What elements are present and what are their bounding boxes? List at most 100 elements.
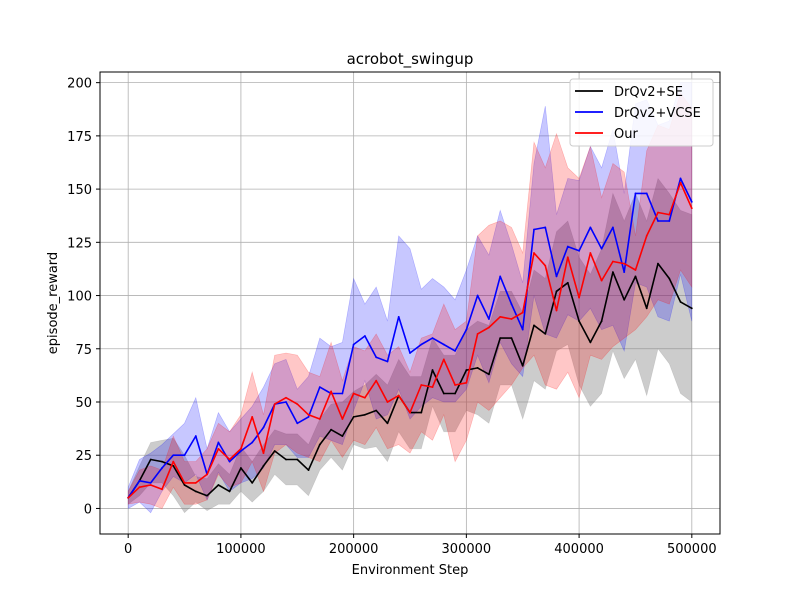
confidence-bands <box>127 82 693 514</box>
point-our <box>273 403 276 406</box>
point-drqv2-vcse <box>488 318 490 320</box>
legend-label-drqv2-vcse: DrQv2+VCSE <box>614 106 701 121</box>
point-drqv2-se <box>454 392 456 395</box>
point-drqv2-se <box>420 411 423 414</box>
point-our <box>600 279 603 282</box>
point-drqv2-vcse <box>251 441 254 444</box>
point-drqv2-vcse <box>183 454 186 457</box>
point-our <box>307 413 310 416</box>
point-our <box>172 460 175 463</box>
point-drqv2-se <box>318 443 321 446</box>
point-our <box>431 386 434 388</box>
point-drqv2-vcse <box>352 343 355 346</box>
point-drqv2-vcse <box>161 467 163 469</box>
point-our <box>296 403 299 406</box>
y-tick-label: 100 <box>67 290 92 305</box>
point-our <box>375 379 378 382</box>
point-drqv2-vcse <box>138 479 141 482</box>
point-drqv2-vcse <box>420 343 423 346</box>
point-drqv2-se <box>273 450 276 452</box>
point-our <box>240 447 242 450</box>
point-our <box>612 260 614 263</box>
point-our <box>690 207 693 210</box>
point-drqv2-vcse <box>454 350 456 352</box>
point-our <box>510 318 513 320</box>
y-tick-label: 0 <box>84 502 92 517</box>
point-drqv2-vcse <box>465 328 468 331</box>
point-drqv2-se <box>307 469 310 472</box>
point-our <box>566 256 569 259</box>
point-our <box>228 458 231 461</box>
point-drqv2-se <box>296 458 299 461</box>
point-drqv2-vcse <box>679 177 682 180</box>
point-our <box>251 416 254 418</box>
point-drqv2-se <box>623 298 626 301</box>
point-drqv2-se <box>600 320 603 322</box>
point-drqv2-se <box>566 281 569 284</box>
point-drqv2-se <box>183 484 186 486</box>
point-our <box>409 411 411 414</box>
point-drqv2-vcse <box>386 360 389 363</box>
point-drqv2-vcse <box>149 482 152 484</box>
series-lines <box>127 177 693 499</box>
point-drqv2-se <box>645 307 648 310</box>
point-drqv2-se <box>330 428 332 431</box>
y-tick-label: 150 <box>67 183 92 198</box>
point-drqv2-se <box>341 435 344 437</box>
point-our <box>149 484 152 486</box>
point-drqv2-vcse <box>476 294 479 297</box>
point-drqv2-se <box>352 416 355 418</box>
point-our <box>544 264 547 267</box>
point-drqv2-se <box>431 369 434 371</box>
point-drqv2-se <box>690 307 693 310</box>
point-drqv2-vcse <box>409 352 411 354</box>
point-drqv2-vcse <box>341 392 344 395</box>
point-drqv2-vcse <box>521 328 524 331</box>
point-our <box>589 252 592 254</box>
chart-title: acrobot_swingup <box>347 50 474 69</box>
point-drqv2-se <box>488 373 490 376</box>
point-drqv2-se <box>251 482 254 484</box>
point-drqv2-se <box>668 277 671 280</box>
point-our <box>420 384 423 386</box>
point-our <box>442 358 445 361</box>
point-drqv2-se <box>206 494 208 497</box>
point-drqv2-se <box>228 490 231 493</box>
legend-box <box>569 78 714 147</box>
point-drqv2-se <box>285 458 287 461</box>
point-drqv2-se <box>544 332 547 335</box>
point-our <box>488 326 490 329</box>
point-our <box>623 262 626 265</box>
point-drqv2-vcse <box>307 416 310 418</box>
point-drqv2-vcse <box>442 343 445 346</box>
legend: DrQv2+SE DrQv2+VCSE Our <box>569 78 714 147</box>
legend-label-our: Our <box>614 127 638 142</box>
point-our <box>352 392 355 395</box>
x-axis-label: Environment Step <box>352 563 469 578</box>
point-our <box>206 473 208 476</box>
point-our <box>364 396 366 399</box>
point-drqv2-vcse <box>555 275 558 278</box>
point-our <box>465 381 468 384</box>
x-tick-label: 400000 <box>554 542 604 557</box>
point-drqv2-vcse <box>668 220 671 222</box>
x-tick-label: 300000 <box>442 542 492 557</box>
point-drqv2-se <box>149 458 152 461</box>
point-drqv2-vcse <box>645 192 648 195</box>
point-our <box>330 390 332 393</box>
point-drqv2-se <box>442 392 445 395</box>
point-our <box>194 482 197 484</box>
point-drqv2-vcse <box>623 271 626 274</box>
point-our <box>679 181 682 184</box>
point-drqv2-vcse <box>240 450 242 452</box>
point-our <box>555 309 558 312</box>
point-drqv2-vcse <box>364 335 366 337</box>
point-our <box>161 488 163 491</box>
y-tick-label: 125 <box>67 236 92 251</box>
point-drqv2-se <box>364 413 366 416</box>
point-drqv2-vcse <box>262 426 265 429</box>
point-drqv2-vcse <box>228 460 231 463</box>
point-our <box>476 332 479 335</box>
point-drqv2-se <box>499 337 502 340</box>
